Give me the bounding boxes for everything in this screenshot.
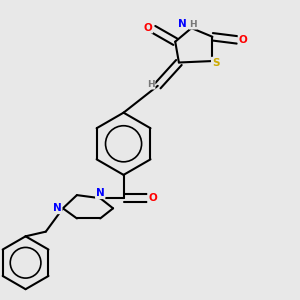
Text: H: H [147, 80, 155, 89]
Text: O: O [143, 23, 152, 33]
Text: N: N [53, 203, 62, 213]
Text: S: S [212, 58, 219, 68]
Text: O: O [238, 35, 247, 45]
Text: N: N [178, 19, 187, 29]
Text: O: O [148, 193, 157, 203]
Text: N: N [96, 188, 105, 198]
Text: H: H [189, 20, 197, 29]
